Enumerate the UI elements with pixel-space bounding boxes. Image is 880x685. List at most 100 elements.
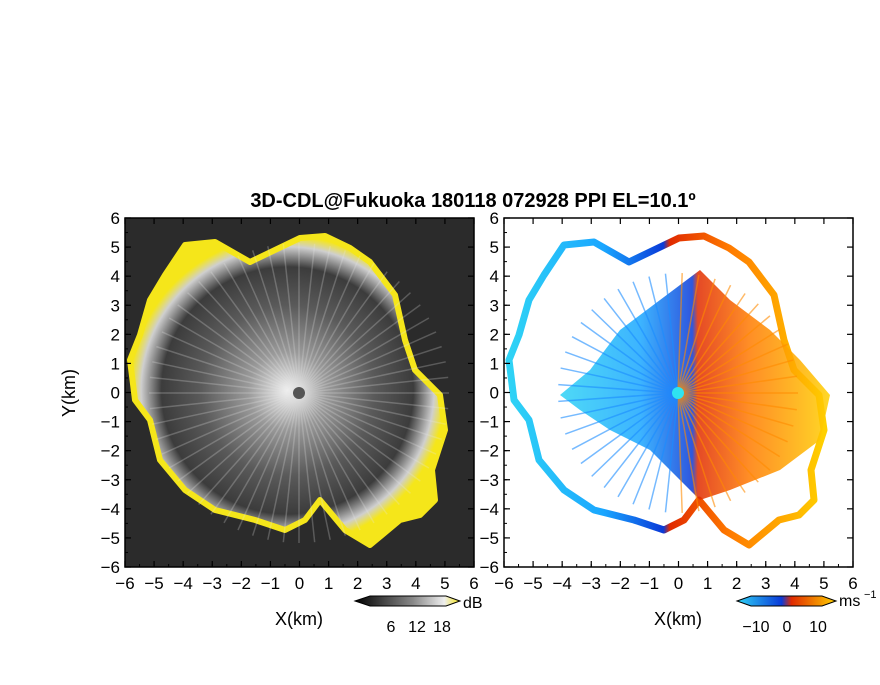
velocity-ray (580, 321, 679, 394)
velocity-site-marker (672, 387, 684, 399)
reflectivity-ray (152, 392, 300, 425)
x-axis-label-left: X(km) (275, 609, 323, 629)
velocity-ytick-label: 6 (490, 209, 499, 228)
reflectivity-xtick-label: −2 (232, 574, 251, 593)
reflectivity-ray (149, 376, 300, 394)
velocity-ray (677, 392, 746, 493)
velocity-ray (677, 274, 700, 394)
velocity-ray (677, 392, 781, 458)
velocity-xtick-label: 5 (819, 574, 828, 593)
reflectivity-ray (156, 392, 300, 441)
velocity-ytick-label: 4 (490, 267, 499, 286)
reflectivity-ray (210, 392, 300, 515)
velocity-ray (632, 392, 679, 505)
x-axis-label-right: X(km) (654, 609, 702, 629)
reflectivity-xtick-label: 3 (382, 574, 391, 593)
reflectivity-ray (298, 271, 388, 394)
velocity-colorbar-unit: ms (839, 593, 860, 610)
reflectivity-xtick-label: 2 (353, 574, 362, 593)
velocity-ray (591, 392, 679, 477)
reflectivity-ray (298, 304, 421, 394)
velocity-ray (677, 343, 788, 394)
reflectivity-ray (298, 331, 437, 394)
reflectivity-panel (124, 217, 475, 568)
reflectivity-ray (298, 281, 400, 394)
velocity-axis-ticks: −6 −5 −4 −3 −2 −1 0 1 2 3 4 5 6 6 5 4 3 2 1 0 −1 −2 −3 −4 −5 −6 (480, 209, 858, 593)
reflectivity-ray (298, 392, 400, 505)
reflectivity-ray (168, 392, 300, 469)
reflectivity-ray (298, 392, 421, 482)
reflectivity-xtick-label: 4 (411, 574, 420, 593)
reflectivity-colorbar-tick-6: 6 (387, 619, 396, 636)
reflectivity-ytick-label: 2 (111, 325, 120, 344)
velocity-ray (677, 392, 771, 471)
reflectivity-xtick-label: −3 (203, 574, 222, 593)
reflectivity-ray (251, 392, 300, 536)
reflectivity-ray (267, 392, 300, 540)
reflectivity-ytick-label: 0 (111, 384, 120, 403)
velocity-colorbar-tick-neg10: −10 (742, 619, 769, 636)
reflectivity-ray (298, 246, 331, 394)
velocity-rays (558, 273, 798, 513)
reflectivity-colorbar: dB 6 12 18 (353, 595, 483, 636)
velocity-ray (677, 392, 797, 411)
reflectivity-ray (298, 361, 446, 394)
velocity-ray (617, 288, 679, 394)
reflectivity-ray (298, 392, 446, 425)
velocity-ray (560, 392, 679, 419)
velocity-ray (617, 392, 679, 498)
reflectivity-ray (298, 392, 316, 543)
reflectivity-xtick-label: −1 (261, 574, 280, 593)
velocity-ray (603, 297, 679, 394)
reflectivity-ray (187, 292, 300, 394)
reflectivity-ray (298, 392, 347, 536)
reflectivity-ray (156, 345, 300, 394)
reflectivity-ray (298, 392, 437, 455)
velocity-ray (564, 392, 679, 435)
reflectivity-ray (161, 392, 300, 455)
reflectivity-ray (298, 376, 449, 394)
reflectivity-ray (223, 392, 300, 524)
velocity-ray (677, 375, 797, 394)
velocity-colorbar-bar (735, 595, 838, 607)
velocity-ray (677, 278, 716, 394)
reflectivity-ray (298, 392, 411, 494)
reflectivity-xtick-label: −5 (144, 574, 163, 593)
reflectivity-xtick-label: 1 (324, 574, 333, 593)
reflectivity-colorbar-tick-18: 18 (433, 619, 451, 636)
reflectivity-ray (298, 345, 442, 394)
chart-title: 3D-CDL@Fukuoka 180118 072928 PPI EL=10.1… (250, 190, 695, 212)
reflectivity-ytick-label: −1 (101, 413, 120, 432)
velocity-ray (677, 392, 759, 483)
y-axis-label: Y(km) (59, 369, 79, 417)
reflectivity-ray (251, 250, 300, 394)
velocity-xtick-label: −2 (611, 574, 630, 593)
reflectivity-ytick-label: 5 (111, 238, 120, 257)
velocity-ray (677, 392, 794, 427)
reflectivity-ray (198, 392, 300, 505)
reflectivity-ytick-label: 6 (111, 209, 120, 228)
velocity-ray (580, 392, 679, 465)
reflectivity-ray (187, 392, 300, 494)
velocity-ray (677, 293, 746, 394)
velocity-ytick-label: −5 (480, 529, 499, 548)
velocity-ray (677, 359, 794, 394)
velocity-ray (677, 392, 732, 502)
velocity-ytick-label: −3 (480, 471, 499, 490)
reflectivity-ray (237, 392, 300, 531)
reflectivity-rays (149, 243, 449, 543)
reflectivity-axis-ticks: −6 −5 −4 −3 −2 −1 0 1 2 3 4 5 6 6 5 4 3 2 1 0 −1 −2 −3 −4 −5 −6 (101, 209, 479, 593)
reflectivity-echo-region (127, 233, 448, 548)
velocity-ray (677, 284, 732, 394)
reflectivity-ray (282, 392, 300, 543)
reflectivity-ray (210, 271, 300, 394)
velocity-ray (571, 392, 679, 450)
velocity-ytick-label: 0 (490, 384, 499, 403)
reflectivity-colorbar-tick-12: 12 (408, 619, 426, 636)
reflectivity-ray (298, 243, 316, 394)
reflectivity-ray (282, 243, 300, 394)
velocity-ytick-label: 5 (490, 238, 499, 257)
velocity-xtick-label: −5 (523, 574, 542, 593)
velocity-ytick-label: −6 (480, 558, 499, 577)
